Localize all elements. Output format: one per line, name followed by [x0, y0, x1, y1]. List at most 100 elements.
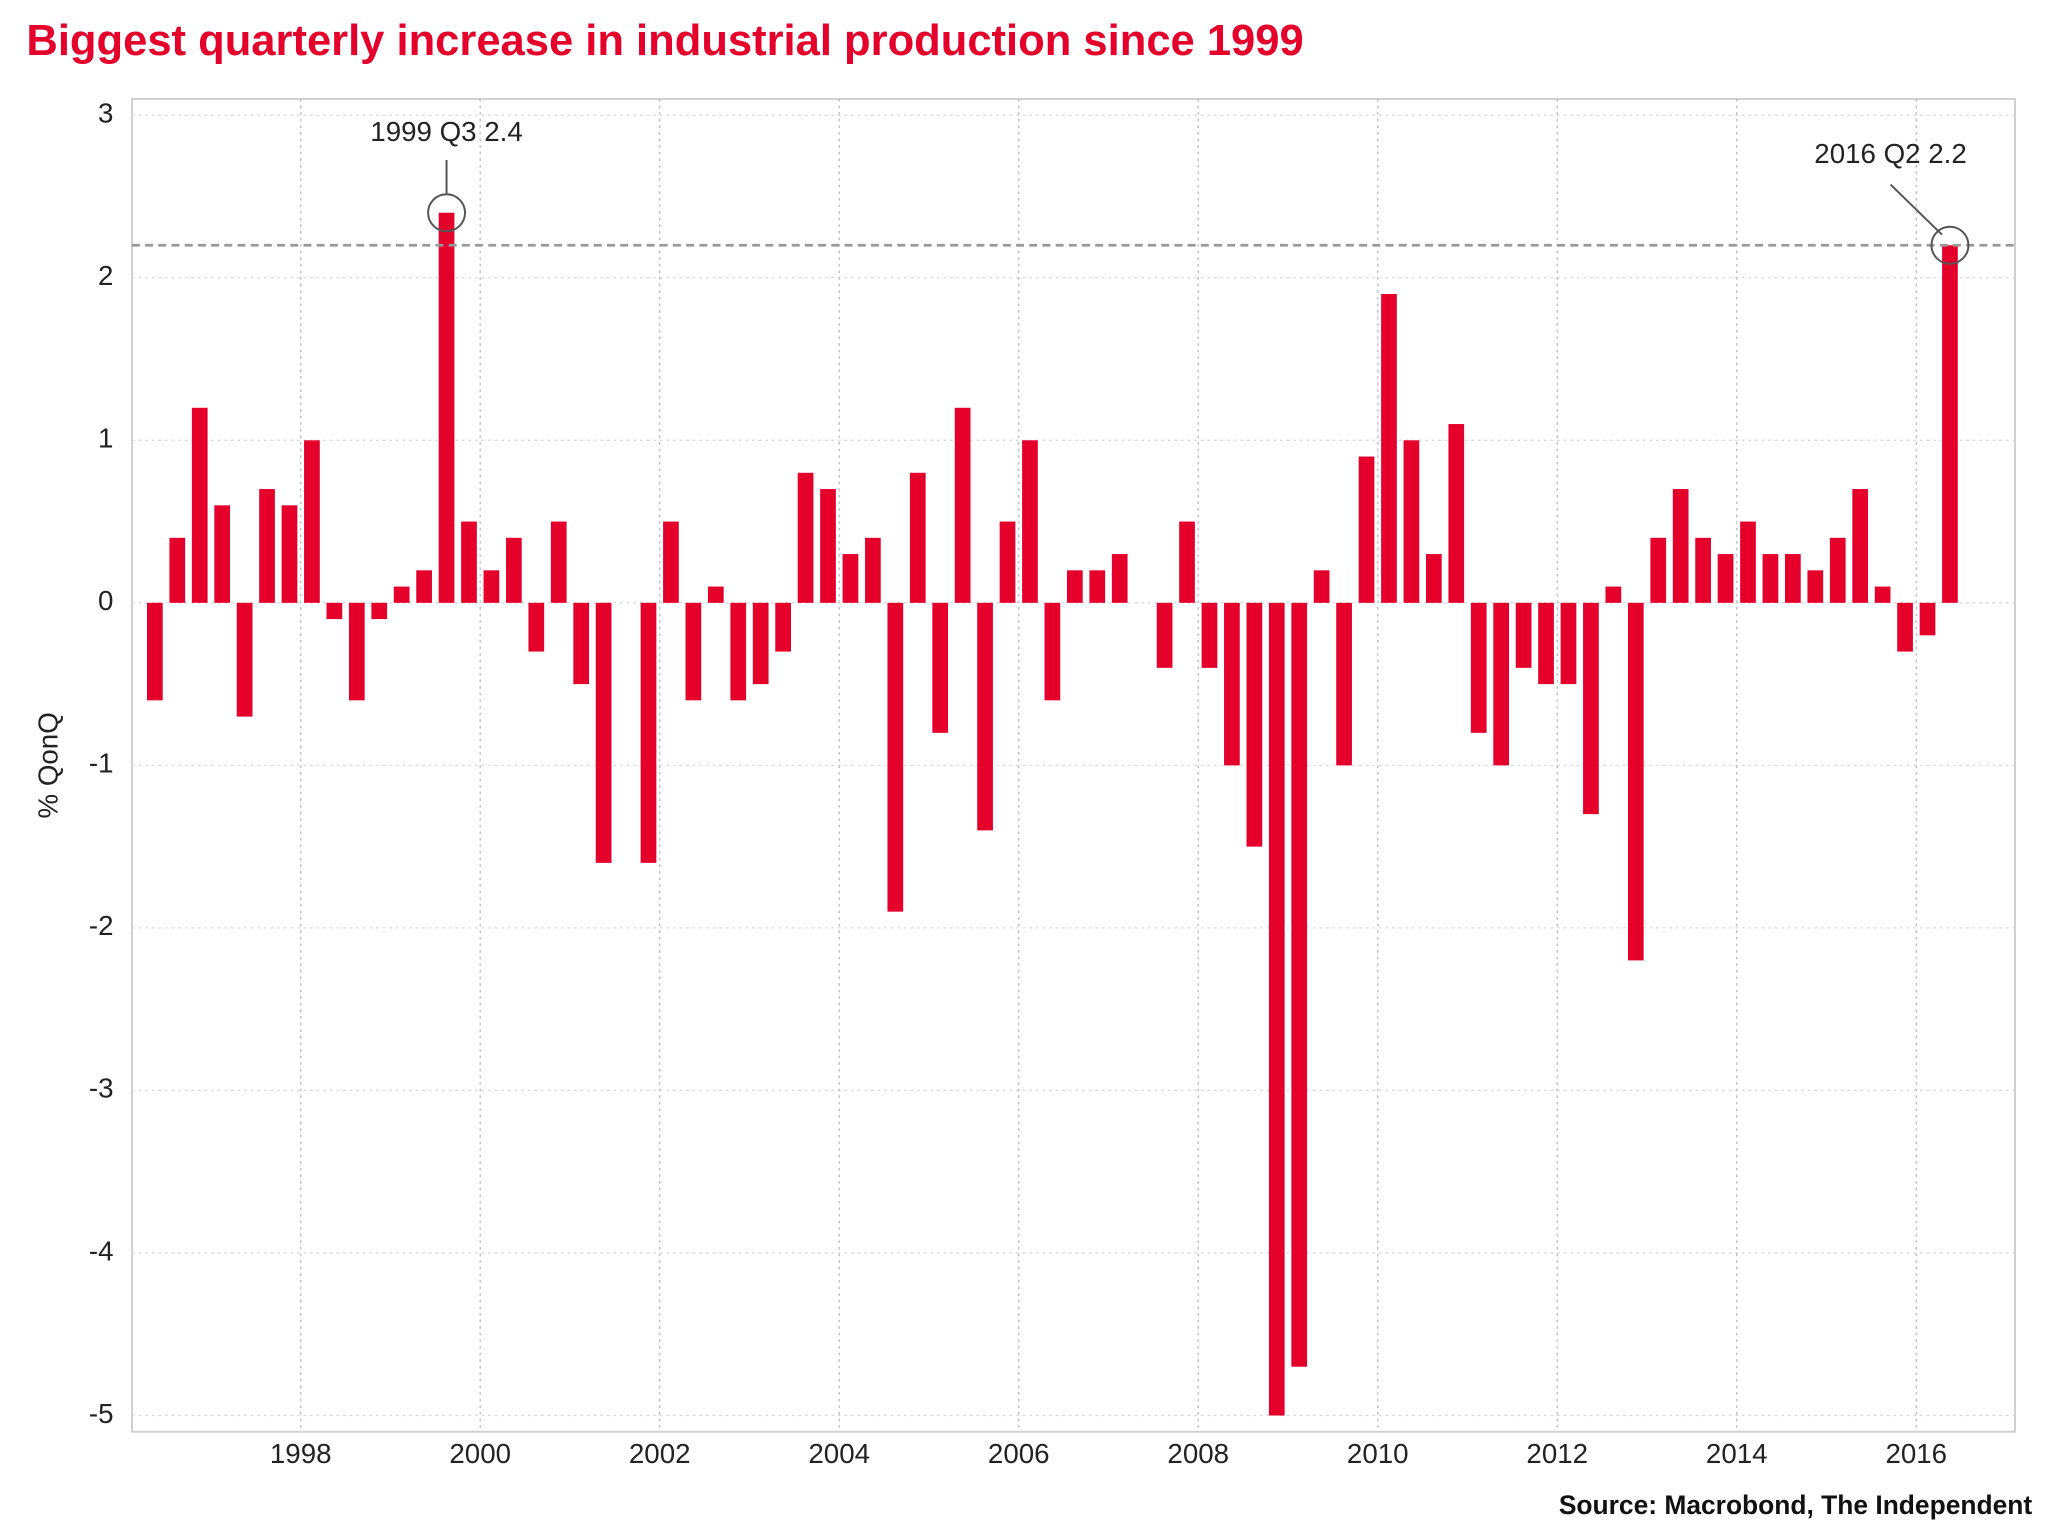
- bar: [1897, 602, 1913, 652]
- x-tick-label: 2010: [1347, 1438, 1409, 1469]
- bar: [977, 602, 993, 831]
- bar: [1291, 602, 1308, 1367]
- bar: [752, 602, 769, 685]
- bar: [214, 505, 231, 603]
- bar: [393, 586, 410, 603]
- bar: [326, 602, 343, 620]
- y-tick-label: 3: [98, 98, 113, 129]
- bar: [506, 537, 522, 603]
- bar: [1201, 602, 1218, 668]
- bar: [1627, 602, 1644, 961]
- bar: [775, 602, 791, 652]
- bar: [1650, 537, 1667, 603]
- bar: [1493, 602, 1510, 766]
- bar: [1807, 570, 1824, 603]
- annotation-label: 2016 Q2 2.2: [1814, 138, 1967, 169]
- source: Source: Macrobond, The Independent: [1559, 1490, 2033, 1520]
- x-tick-label: 2014: [1706, 1438, 1768, 1469]
- chart-title: Biggest quarterly increase in industrial…: [26, 17, 1303, 65]
- bar: [1672, 489, 1689, 603]
- bar: [1425, 554, 1442, 603]
- bar: [1605, 586, 1622, 603]
- bar: [909, 472, 926, 603]
- x-tick-label: 2000: [449, 1438, 511, 1469]
- x-tick-label: 2002: [629, 1438, 691, 1469]
- bar: [1313, 570, 1330, 603]
- bar: [528, 602, 545, 652]
- x-tick-label: 2016: [1885, 1438, 1947, 1469]
- bar: [1246, 602, 1263, 847]
- bar: [1919, 602, 1936, 636]
- bar: [1515, 602, 1532, 668]
- bar: [797, 472, 814, 603]
- plot-frame: [130, 97, 2016, 1433]
- bar: [236, 602, 253, 717]
- bar: [550, 521, 567, 603]
- bar: [1740, 521, 1756, 603]
- bar: [1448, 424, 1465, 603]
- bar: [1560, 602, 1577, 685]
- bar: [1268, 602, 1285, 1416]
- x-tick-label: 2004: [808, 1438, 870, 1469]
- bar: [169, 537, 186, 603]
- bar: [1403, 440, 1420, 603]
- bar: [1785, 554, 1801, 603]
- bar: [281, 505, 298, 603]
- bar: [348, 602, 365, 701]
- annotation-circle: [1930, 225, 1970, 265]
- bar: [483, 570, 500, 603]
- y-tick-label: -5: [89, 1398, 114, 1429]
- bar: [1179, 521, 1195, 603]
- x-tick-label: 2012: [1526, 1438, 1588, 1469]
- bar: [1829, 537, 1846, 603]
- y-axis-label: % QonQ: [32, 712, 63, 818]
- bar: [842, 554, 859, 603]
- bar: [1089, 570, 1106, 603]
- bar: [820, 489, 836, 603]
- bar: [371, 602, 388, 620]
- bar: [663, 521, 679, 603]
- bar: [1470, 602, 1487, 733]
- annotation-leader: [1889, 183, 1943, 236]
- bar: [438, 212, 455, 603]
- y-tick-label: -1: [89, 748, 114, 779]
- annotation-label: 1999 Q3 2.4: [370, 116, 523, 147]
- x-tick-label: 2008: [1167, 1438, 1229, 1469]
- bar: [304, 440, 320, 603]
- bar: [1583, 602, 1599, 815]
- bar: [191, 407, 208, 603]
- x-tick-label: 1998: [270, 1438, 332, 1469]
- bar: [1044, 602, 1061, 701]
- bar: [1762, 554, 1779, 603]
- bar: [707, 586, 724, 603]
- bar: [999, 521, 1016, 603]
- bar: [865, 537, 881, 603]
- y-tick-label: 0: [98, 585, 113, 616]
- bar: [887, 602, 904, 912]
- y-tick-label: 2: [98, 260, 113, 291]
- bar: [1358, 456, 1375, 603]
- y-tick-label: -3: [89, 1073, 114, 1104]
- bar: [146, 602, 163, 701]
- bar: [461, 521, 477, 603]
- bar: [685, 602, 702, 701]
- bar: [1538, 602, 1554, 685]
- bar: [932, 602, 949, 733]
- bar: [730, 602, 747, 701]
- y-tick-label: -4: [89, 1235, 114, 1266]
- bar: [595, 602, 612, 863]
- bar: [954, 407, 971, 603]
- bar: [259, 489, 275, 603]
- bar: [1224, 602, 1240, 766]
- bar: [1942, 245, 1958, 603]
- x-tick-label: 2006: [988, 1438, 1050, 1469]
- bar: [640, 602, 657, 863]
- bar: [416, 570, 432, 603]
- bar: [1156, 602, 1173, 668]
- bar: [1852, 489, 1869, 603]
- bar: [1111, 554, 1128, 603]
- bar: [1336, 602, 1352, 766]
- bar: [1022, 440, 1038, 603]
- y-tick-label: -2: [89, 910, 114, 941]
